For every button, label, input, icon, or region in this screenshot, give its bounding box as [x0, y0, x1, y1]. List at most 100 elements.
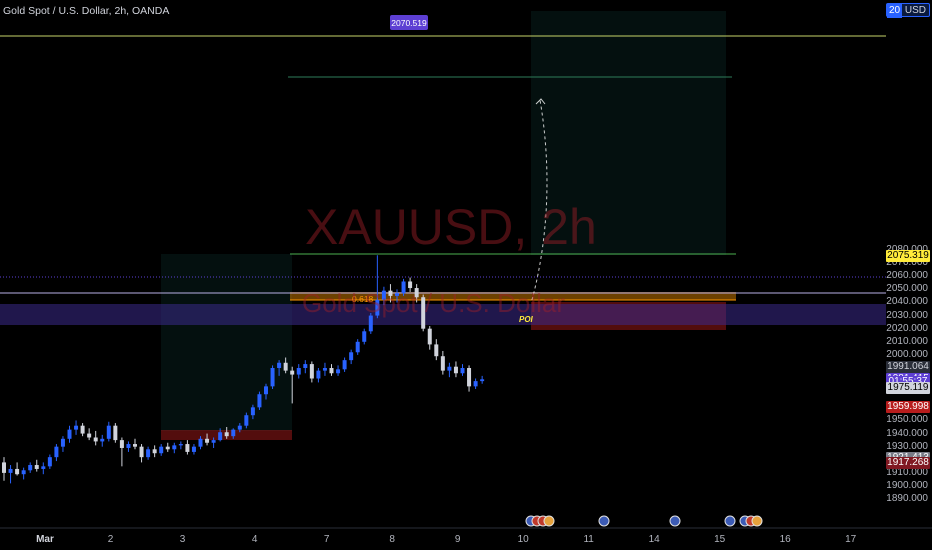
candle[interactable]	[185, 440, 190, 455]
candle[interactable]	[427, 326, 432, 350]
candle[interactable]	[296, 364, 301, 379]
candle[interactable]	[257, 391, 262, 410]
candle[interactable]	[414, 284, 419, 303]
candle[interactable]	[139, 444, 144, 463]
candle[interactable]	[74, 420, 79, 435]
poi-zone[interactable]	[0, 304, 886, 325]
candle[interactable]	[329, 364, 334, 376]
candle[interactable]	[198, 436, 203, 450]
candle[interactable]	[421, 294, 426, 332]
candle[interactable]	[231, 428, 236, 439]
candle[interactable]	[381, 286, 386, 306]
event-flag-icon[interactable]	[669, 515, 681, 527]
candle[interactable]	[8, 465, 13, 484]
candle[interactable]	[100, 434, 105, 447]
candle[interactable]	[211, 437, 216, 448]
candle[interactable]	[453, 361, 458, 378]
candle[interactable]	[283, 357, 288, 374]
event-flag-icon[interactable]	[724, 515, 736, 527]
price-tick-label: 1890.000	[886, 493, 928, 505]
candle[interactable]	[368, 312, 373, 334]
candle[interactable]	[440, 350, 445, 375]
candle[interactable]	[388, 284, 393, 303]
candle[interactable]	[362, 328, 367, 345]
candle[interactable]	[395, 289, 399, 303]
event-flag-icon[interactable]	[751, 515, 763, 527]
symbol-header[interactable]: Gold Spot / U.S. Dollar, 2h, OANDA	[3, 5, 170, 17]
candle[interactable]	[133, 438, 137, 450]
candle[interactable]	[67, 425, 72, 443]
candle[interactable]	[159, 444, 164, 456]
candle[interactable]	[2, 457, 6, 481]
candle[interactable]	[15, 462, 20, 476]
candle[interactable]	[178, 441, 183, 450]
candle[interactable]	[447, 362, 452, 378]
candle[interactable]	[342, 357, 347, 372]
price-tick-label: 1940.000	[886, 427, 928, 439]
price-badge-high-line[interactable]: 2075.319	[886, 250, 930, 263]
candle[interactable]	[460, 364, 465, 376]
candle[interactable]	[54, 444, 59, 462]
prior-long-profit-zone[interactable]	[161, 254, 292, 431]
candle[interactable]	[28, 462, 33, 473]
candle[interactable]	[349, 349, 354, 365]
candle-body	[460, 368, 465, 374]
candle[interactable]	[172, 442, 177, 454]
candle[interactable]	[434, 339, 439, 361]
fib-618-zone[interactable]	[290, 292, 736, 300]
price-badge-tp-line[interactable]: 1991.064	[886, 360, 930, 373]
candle[interactable]	[277, 360, 282, 376]
candle[interactable]	[60, 436, 65, 452]
candle[interactable]	[237, 423, 242, 433]
candle[interactable]	[244, 412, 249, 429]
candle[interactable]	[322, 362, 327, 376]
candle[interactable]	[205, 433, 210, 446]
candle-body	[205, 438, 210, 443]
candle[interactable]	[355, 339, 360, 355]
candle[interactable]	[80, 423, 85, 437]
peak-label-box[interactable]	[390, 15, 428, 30]
candle[interactable]	[309, 361, 314, 383]
projection-path[interactable]	[531, 99, 548, 301]
candle[interactable]	[224, 427, 229, 439]
candle[interactable]	[113, 423, 118, 443]
candle-body	[54, 446, 59, 458]
price-badge-stop-line[interactable]: 1959.998	[886, 401, 930, 414]
candle[interactable]	[41, 462, 46, 475]
candle[interactable]	[401, 278, 406, 296]
candle[interactable]	[375, 255, 380, 319]
candle[interactable]	[270, 365, 275, 389]
candle[interactable]	[191, 444, 196, 455]
candle[interactable]	[146, 446, 151, 460]
candle[interactable]	[467, 365, 472, 392]
candle[interactable]	[21, 467, 26, 480]
candle[interactable]	[106, 421, 111, 442]
event-flag-icon[interactable]	[598, 515, 610, 527]
long-position-profit-zone[interactable]	[531, 11, 726, 255]
candle[interactable]	[119, 437, 124, 467]
candle[interactable]	[336, 365, 341, 376]
candle[interactable]	[264, 383, 268, 400]
candle[interactable]	[34, 459, 39, 472]
candle[interactable]	[126, 441, 131, 452]
candle[interactable]	[408, 277, 413, 292]
candle[interactable]	[47, 454, 52, 469]
candle[interactable]	[473, 378, 478, 389]
currency-selector[interactable]: 20 USD	[886, 3, 930, 18]
event-flag-icon[interactable]	[543, 515, 555, 527]
candle[interactable]	[218, 428, 223, 442]
candle[interactable]	[303, 360, 308, 374]
candle[interactable]	[250, 404, 255, 420]
candle[interactable]	[165, 442, 170, 452]
candle[interactable]	[316, 368, 321, 383]
currency-label: USD	[904, 5, 927, 16]
candle[interactable]	[480, 375, 485, 384]
candle[interactable]	[290, 366, 295, 404]
price-badge-entry-line[interactable]: 1975.119	[886, 381, 930, 394]
price-badge-prior-low[interactable]: 1917.268	[886, 457, 930, 470]
candle[interactable]	[152, 445, 157, 458]
candle[interactable]	[87, 428, 92, 441]
candle[interactable]	[93, 430, 98, 446]
chart-lines	[0, 35, 886, 301]
